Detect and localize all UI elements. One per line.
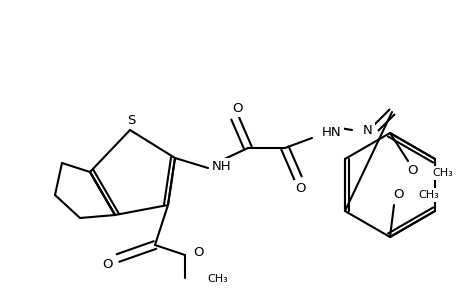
Text: O: O bbox=[407, 164, 417, 178]
Text: O: O bbox=[193, 247, 204, 260]
Text: O: O bbox=[232, 103, 243, 116]
Text: CH₃: CH₃ bbox=[417, 190, 438, 200]
Text: CH₃: CH₃ bbox=[431, 168, 452, 178]
Text: S: S bbox=[127, 113, 135, 127]
Text: HN: HN bbox=[321, 125, 341, 139]
Text: N: N bbox=[362, 124, 372, 136]
Text: O: O bbox=[295, 182, 306, 194]
Text: NH: NH bbox=[212, 160, 231, 172]
Text: O: O bbox=[102, 257, 113, 271]
Text: CH₃: CH₃ bbox=[207, 274, 227, 284]
Text: O: O bbox=[393, 188, 403, 202]
